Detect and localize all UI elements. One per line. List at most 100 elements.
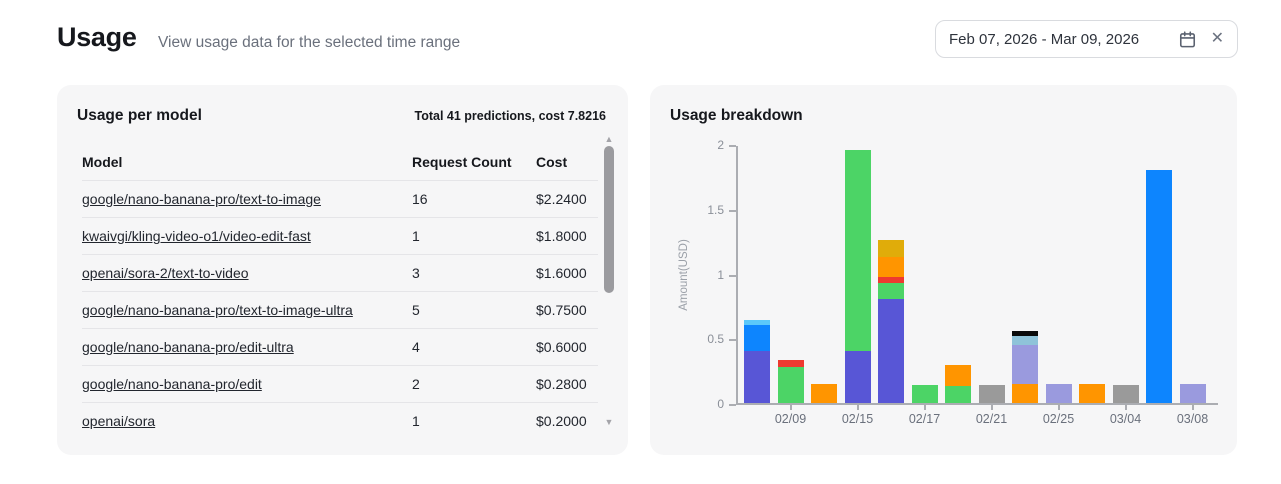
y-axis-tick-mark (729, 209, 736, 212)
bar-segment (844, 351, 871, 403)
x-axis-tick-label: 02/09 (774, 412, 807, 426)
scroll-up-icon[interactable]: ▲ (604, 134, 614, 144)
x-axis-tick-mark (1124, 403, 1127, 410)
chart-bar[interactable] (744, 320, 770, 403)
bar-segment (1012, 383, 1038, 403)
model-link[interactable]: kwaivgi/kling-video-o1/video-edit-fast (82, 228, 311, 244)
bar-segment (1045, 383, 1072, 403)
cost-cell: $0.2000 (536, 413, 587, 429)
column-header-request-count: Request Count (412, 153, 512, 170)
y-axis-tick-mark (729, 339, 736, 342)
usage-summary: Total 41 predictions, cost 7.8216 (414, 109, 606, 123)
calendar-icon[interactable] (1178, 30, 1197, 49)
bar-segment (878, 239, 904, 257)
y-axis-tick-mark (729, 274, 736, 277)
bar-segment (945, 365, 971, 387)
cost-cell: $1.6000 (536, 265, 587, 281)
table-scrollbar[interactable]: ▲ ▼ (604, 135, 614, 427)
model-link[interactable]: google/nano-banana-pro/edit (82, 376, 262, 392)
cost-cell: $0.2800 (536, 376, 587, 392)
bar-segment (744, 325, 770, 352)
bar-segment (978, 384, 1005, 403)
x-axis-tick-mark (923, 403, 926, 410)
x-axis-tick-label: 02/25 (1042, 412, 1075, 426)
column-header-cost: Cost (536, 153, 568, 170)
model-link[interactable]: google/nano-banana-pro/text-to-image-ult… (82, 302, 353, 318)
chart-bar[interactable] (945, 365, 971, 403)
y-axis-tick-mark (729, 145, 736, 147)
model-link[interactable]: openai/sora-2/text-to-video (82, 265, 249, 281)
page-title: Usage (57, 22, 137, 52)
chart-bars: 02/09 02/15 02/17 02/21 02/25 03/04 03/08 (744, 146, 1208, 426)
bar-segment (878, 277, 904, 283)
request-count-cell: 16 (412, 191, 428, 207)
cost-cell: $1.8000 (536, 228, 587, 244)
scrollbar-thumb[interactable] (604, 146, 614, 293)
chart-bar[interactable] (1079, 383, 1105, 403)
chart-bar[interactable] (878, 239, 904, 403)
table-header-row: Model Request Count Cost (82, 143, 598, 180)
page-subtitle: View usage data for the selected time ra… (158, 34, 461, 51)
chart-bar[interactable]: 03/04 (1110, 384, 1141, 426)
y-axis-tick-label: 0 (717, 397, 724, 411)
request-count-cell: 2 (412, 376, 420, 392)
bar-segment (1079, 383, 1105, 403)
x-axis-tick-label: 02/15 (841, 412, 874, 426)
bar-segment (777, 366, 804, 403)
y-axis-ticks: 0 0.5 1 1.5 2 (650, 138, 736, 411)
chart-plot-area: 02/09 02/15 02/17 02/21 02/25 03/04 03/08 (736, 146, 1218, 426)
bar-segment (811, 383, 837, 403)
x-axis-tick-label: 03/04 (1109, 412, 1142, 426)
model-link[interactable]: google/nano-banana-pro/edit-ultra (82, 339, 294, 355)
x-axis-tick-mark (789, 403, 792, 410)
y-axis-tick-label: 1 (717, 267, 724, 282)
request-count-cell: 3 (412, 265, 420, 281)
table-row: kwaivgi/kling-video-o1/video-edit-fast 1 $… (82, 217, 598, 254)
chart-bar[interactable]: 02/25 (1043, 383, 1074, 426)
bar-segment (945, 386, 971, 403)
bar-segment (1112, 384, 1139, 403)
usage-breakdown-card: Usage breakdown Amount(USD) 0 0.5 1 1.5 2 02… (650, 85, 1237, 455)
bar-segment (1012, 330, 1038, 336)
x-axis-tick-mark (990, 403, 993, 410)
x-axis-tick-mark (1057, 403, 1060, 410)
chart-bar[interactable]: 02/09 (775, 360, 806, 426)
chart-bar[interactable]: 02/15 (842, 150, 873, 426)
chart-bar[interactable]: 02/21 (976, 384, 1007, 426)
table-row: google/nano-banana-pro/edit-ultra 4 $0.600… (82, 328, 598, 365)
chart-bar[interactable]: 02/17 (909, 384, 940, 426)
y-axis-tick-label: 1.5 (707, 202, 724, 217)
chart-bar[interactable]: 03/08 (1177, 383, 1208, 426)
bar-segment (777, 360, 804, 367)
request-count-cell: 1 (412, 228, 420, 244)
scroll-down-icon[interactable]: ▼ (604, 417, 614, 427)
chart-bar[interactable] (1146, 169, 1172, 403)
x-axis-tick-label: 02/17 (908, 412, 941, 426)
bar-segment (878, 282, 904, 300)
chart-bar[interactable] (811, 383, 837, 403)
date-range-picker[interactable]: Feb 07, 2026 - Mar 09, 2026 ✕ (935, 20, 1238, 58)
bar-segment (911, 384, 938, 403)
y-axis-tick-label: 0.5 (707, 332, 724, 347)
request-count-cell: 5 (412, 302, 420, 318)
bar-segment (1012, 344, 1038, 384)
chart-bar[interactable] (1012, 330, 1038, 403)
cost-cell: $0.6000 (536, 339, 587, 355)
clear-date-icon[interactable]: ✕ (1210, 30, 1224, 47)
cost-cell: $0.7500 (536, 302, 587, 318)
bar-segment (744, 320, 770, 326)
chart-title: Usage breakdown (670, 107, 803, 124)
usage-table-title: Usage per model (77, 107, 202, 124)
x-axis-tick-label: 02/21 (975, 412, 1008, 426)
table-row: google/nano-banana-pro/edit 2 $0.2800 (82, 365, 598, 402)
model-link[interactable]: google/nano-banana-pro/text-to-image (82, 191, 321, 207)
model-link[interactable]: openai/sora (82, 413, 156, 429)
column-header-model: Model (82, 153, 123, 170)
usage-per-model-card: Usage per model Total 41 predictions, co… (57, 85, 628, 455)
bar-segment (1012, 335, 1038, 345)
cost-cell: $2.2400 (536, 191, 587, 207)
date-range-value: Feb 07, 2026 - Mar 09, 2026 (949, 30, 1140, 48)
bar-segment (744, 351, 770, 403)
y-axis-tick-mark (729, 404, 736, 406)
